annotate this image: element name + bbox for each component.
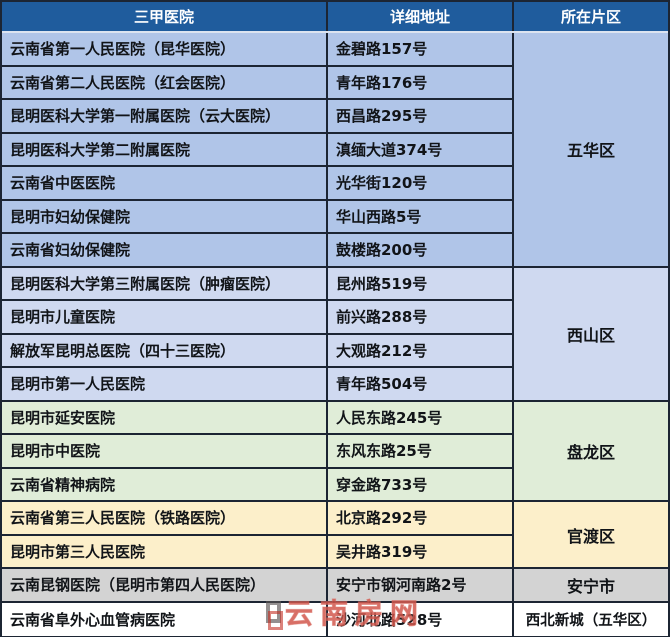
district-cell: 安宁市 [512,569,668,603]
table-row: 昆明市延安医院 人民东路245号 [2,401,512,435]
district-section: 云南昆钢医院（昆明市第四人民医院） 安宁市钢河南路2号 安宁市 [2,569,668,603]
table-row: 昆明市第三人民医院 吴井路319号 [2,535,512,569]
table-row: 昆明医科大学第一附属医院（云大医院） 西昌路295号 [2,100,512,134]
col-header-district: 所在片区 [512,2,668,31]
table-row: 昆明医科大学第二附属医院 滇缅大道374号 [2,133,512,167]
address-cell: 滇缅大道374号 [328,134,512,167]
section-rows: 云南省阜外心血管病医院 沙河北路528号 [2,602,512,636]
table-row: 云南省第二人民医院（红会医院） 青年路176号 [2,66,512,100]
address-cell: 穿金路733号 [328,469,512,502]
col-header-hospital: 三甲医院 [2,2,328,31]
hospital-name-cell: 云南省第一人民医院（昆华医院） [2,33,328,67]
hospital-name-cell: 昆明市第三人民医院 [2,535,328,569]
address-cell: 光华街120号 [328,167,512,201]
hospital-name-cell: 云南省第三人民医院（铁路医院） [2,502,328,536]
address-cell: 前兴路288号 [328,301,512,335]
address-cell: 安宁市钢河南路2号 [328,569,512,603]
table-row: 云南省妇幼保健院 鼓楼路200号 [2,234,512,268]
hospital-name-cell: 云南昆钢医院（昆明市第四人民医院） [2,569,328,603]
section-rows: 昆明市延安医院 人民东路245号 昆明市中医院 东风东路25号 云南省精神病院 穿金路73… [2,401,512,502]
table-row: 云南省阜外心血管病医院 沙河北路528号 [2,602,512,636]
hospital-name-cell: 昆明市第一人民医院 [2,368,328,402]
table-row: 昆明市第一人民医院 青年路504号 [2,368,512,402]
hospital-name-cell: 昆明市中医院 [2,435,328,469]
address-cell: 吴井路319号 [328,536,512,569]
hospital-name-cell: 昆明医科大学第一附属医院（云大医院） [2,100,328,134]
address-cell: 昆州路519号 [328,268,512,301]
address-cell: 大观路212号 [328,335,512,368]
hospital-name-cell: 云南省妇幼保健院 [2,234,328,268]
district-cell: 五华区 [512,33,668,268]
table-row: 解放军昆明总医院（四十三医院） 大观路212号 [2,334,512,368]
district-section: 昆明医科大学第三附属医院（肿瘤医院） 昆州路519号 昆明市儿童医院 前兴路288号解… [2,267,668,402]
table-row: 昆明市儿童医院 前兴路288号 [2,301,512,335]
district-section: 云南省第三人民医院（铁路医院） 北京路292号 昆明市第三人民医院 吴井路319号 官渡… [2,502,668,569]
table-header-row: 三甲医院 详细地址 所在片区 [2,2,668,33]
hospital-name-cell: 昆明医科大学第三附属医院（肿瘤医院） [2,267,328,301]
hospital-name-cell: 云南省阜外心血管病医院 [2,602,328,636]
table-row: 云南省第三人民医院（铁路医院） 北京路292号 [2,502,512,536]
address-cell: 东风东路25号 [328,435,512,469]
table-row: 云南省中医医院 光华街120号 [2,167,512,201]
address-cell: 西昌路295号 [328,100,512,134]
table-row: 云南省第一人民医院（昆华医院） 金碧路157号 [2,33,512,67]
address-cell: 青年路176号 [328,67,512,100]
hospital-name-cell: 昆明市儿童医院 [2,301,328,335]
address-cell: 沙河北路528号 [336,610,443,629]
district-cell: 盘龙区 [512,401,668,502]
section-rows: 昆明医科大学第三附属医院（肿瘤医院） 昆州路519号 昆明市儿童医院 前兴路288号解… [2,267,512,402]
hospital-name-cell: 昆明市妇幼保健院 [2,200,328,234]
hospital-name-cell: 昆明医科大学第二附属医院 [2,133,328,167]
section-rows: 云南省第三人民医院（铁路医院） 北京路292号 昆明市第三人民医院 吴井路319号 [2,502,512,569]
hospital-name-cell: 解放军昆明总医院（四十三医院） [2,334,328,368]
table-row: 昆明医科大学第三附属医院（肿瘤医院） 昆州路519号 [2,267,512,301]
col-header-address: 详细地址 [389,8,450,26]
table-row: 昆明市妇幼保健院 华山西路5号 [2,200,512,234]
hospital-name-cell: 昆明市延安医院 [2,401,328,435]
district-cell: 官渡区 [512,502,668,569]
table-body: 云南省第一人民医院（昆华医院） 金碧路157号 云南省第二人民医院（红会医院） 青年路… [2,33,668,636]
table-row: 云南省精神病院 穿金路733号 [2,468,512,502]
address-cell: 北京路292号 [328,502,512,536]
hospital-name-cell: 云南省中医医院 [2,167,328,201]
district-section: 云南省第一人民医院（昆华医院） 金碧路157号 云南省第二人民医院（红会医院） 青年路… [2,33,668,268]
hospital-name-cell: 云南省精神病院 [2,468,328,502]
district-section: 云南省阜外心血管病医院 沙河北路528号 西北新城（五华区） [2,602,668,636]
section-rows: 云南昆钢医院（昆明市第四人民医院） 安宁市钢河南路2号 [2,569,512,603]
address-cell: 华山西路5号 [328,201,512,234]
table-row: 昆明市中医院 东风东路25号 [2,435,512,469]
address-cell: 青年路504号 [328,368,512,402]
address-cell: 鼓楼路200号 [328,234,512,268]
district-cell: 西山区 [512,267,668,402]
address-cell: 人民东路245号 [328,402,512,435]
hospital-name-cell: 云南省第二人民医院（红会医院） [2,66,328,100]
address-cell: 金碧路157号 [328,33,512,67]
section-rows: 云南省第一人民医院（昆华医院） 金碧路157号 云南省第二人民医院（红会医院） 青年路… [2,33,512,268]
district-section: 昆明市延安医院 人民东路245号 昆明市中医院 东风东路25号 云南省精神病院 穿金路73… [2,401,668,502]
table-row: 云南昆钢医院（昆明市第四人民医院） 安宁市钢河南路2号 [2,569,512,603]
district-cell: 西北新城（五华区） [512,602,668,636]
